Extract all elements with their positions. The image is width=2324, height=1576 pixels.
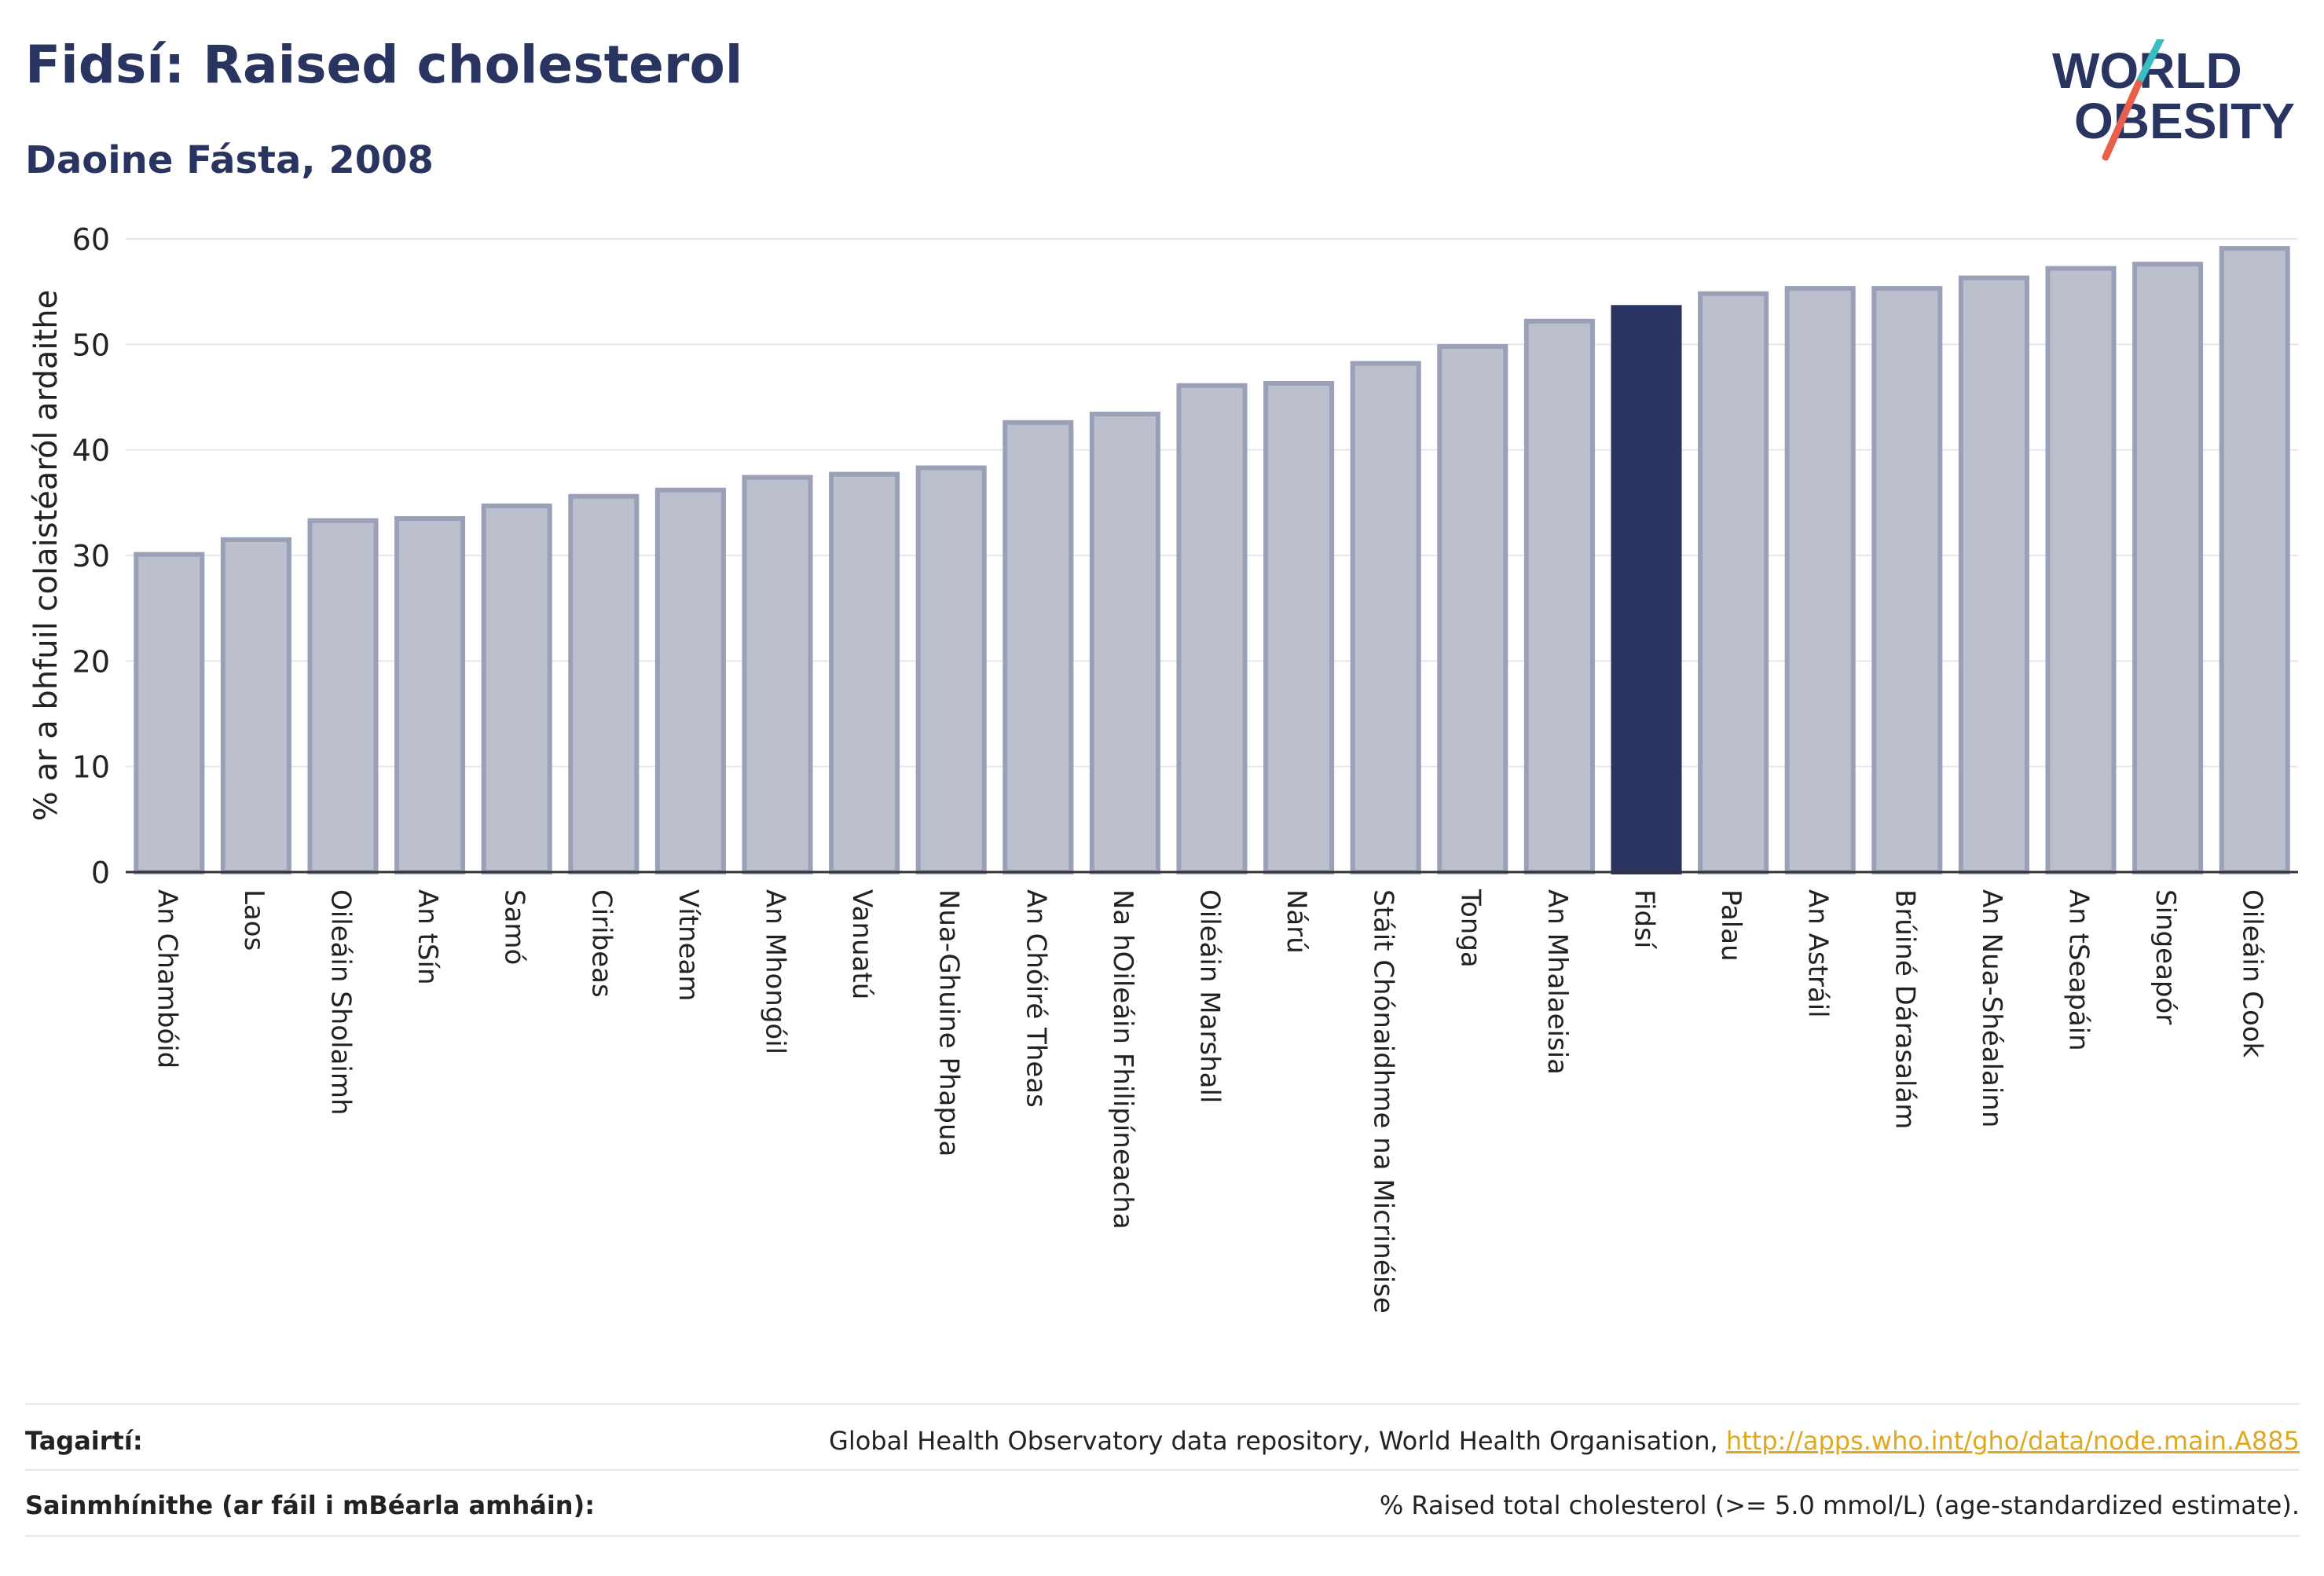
bar xyxy=(394,515,466,874)
references-label: Tagairtí: xyxy=(25,1426,143,1456)
x-tick-label: Brúiné Dárasalám xyxy=(1889,889,1920,1129)
references-link[interactable]: http://apps.who.int/gho/data/node.main.A… xyxy=(1725,1426,2300,1456)
x-tick-label: An Chambóid xyxy=(151,889,182,1068)
bar xyxy=(1523,318,1595,874)
y-tick-label: 40 xyxy=(72,434,110,468)
page-subtitle: Daoine Fásta, 2008 xyxy=(25,138,434,182)
divider xyxy=(25,1403,2300,1405)
x-tick-label: An tSeapáin xyxy=(2063,889,2095,1051)
divider xyxy=(25,1535,2300,1537)
x-tick-label: Stáit Chónaidhme na Micrinéise xyxy=(1368,889,1399,1314)
x-tick-label: Vítneam xyxy=(673,889,704,1001)
bars xyxy=(134,246,2290,875)
x-tick-label: An Mhongóil xyxy=(760,889,791,1054)
bar xyxy=(220,537,291,874)
x-tick-label: Samó xyxy=(499,889,530,965)
x-tick-label: Singeapór xyxy=(2150,889,2181,1024)
y-axis-label: % ar a bhfuil colaistéaról ardaithe xyxy=(28,290,64,821)
divider xyxy=(25,1469,2300,1471)
y-tick-label: 50 xyxy=(72,328,110,362)
x-tick-label: Tonga xyxy=(1454,889,1486,968)
bar xyxy=(1263,381,1335,874)
bar xyxy=(1958,275,2029,875)
bar xyxy=(568,493,640,874)
bar xyxy=(1089,411,1160,874)
references-value: Global Health Observatory data repositor… xyxy=(829,1426,2300,1456)
logo-slash-coral xyxy=(2102,79,2143,161)
x-tick-label: Ciribeas xyxy=(585,889,617,998)
x-tick-label: Vanuatú xyxy=(846,889,878,999)
bar xyxy=(1437,344,1508,874)
x-tick-label: An Astráil xyxy=(1802,889,1834,1018)
y-tick-label: 10 xyxy=(72,750,110,785)
x-tick-label: Nárú xyxy=(1281,889,1312,954)
y-tick-label: 20 xyxy=(72,644,110,679)
y-tick-label: 30 xyxy=(72,539,110,574)
bar xyxy=(1871,286,1943,874)
x-tick-label: Oileáin Marshall xyxy=(1194,889,1226,1103)
bar xyxy=(1003,420,1074,874)
bar xyxy=(2219,246,2290,874)
x-tick-label: An Nua-Shéalainn xyxy=(1976,889,2007,1127)
bar xyxy=(1176,383,1248,874)
bar xyxy=(481,503,552,874)
y-axis-ticks: 0 10 20 30 40 50 60 xyxy=(72,222,110,890)
x-tick-label: Oileáin Cook xyxy=(2237,889,2268,1058)
x-tick-label: Fidsí xyxy=(1629,889,1660,950)
bar xyxy=(829,471,900,875)
x-tick-label: An Mhalaeisia xyxy=(1541,889,1573,1075)
x-tick-label: Na hOileáin Fhilipíneacha xyxy=(1107,889,1138,1230)
definitions-row: Sainmhínithe (ar fáil i mBéarla amháin):… xyxy=(25,1474,2300,1537)
references-row: Tagairtí: Global Health Observatory data… xyxy=(25,1409,2300,1472)
references-text: Global Health Observatory data repositor… xyxy=(829,1426,1726,1456)
logo-slash-teal xyxy=(2135,39,2165,87)
definitions-text: % Raised total cholesterol (>= 5.0 mmol/… xyxy=(1379,1490,2300,1520)
x-tick-label: An Chóiré Theas xyxy=(1020,889,1051,1108)
page-title: Fidsí: Raised cholesterol xyxy=(25,35,743,95)
bar xyxy=(1784,286,1856,874)
bar-chart: 0 10 20 30 40 50 60 An Chambóid Laos Oileáin Sho… xyxy=(28,222,2298,1314)
x-tick-label: Laos xyxy=(238,889,269,951)
bar xyxy=(742,475,813,874)
x-axis-ticks: An Chambóid Laos Oileáin Sholaimh An tSín Sa… xyxy=(151,889,2267,1314)
x-tick-label: Palau xyxy=(1715,889,1747,962)
bar xyxy=(1611,305,1682,875)
x-tick-label: Nua-Ghuine Phapua xyxy=(933,889,965,1156)
x-tick-label: An tSín xyxy=(412,889,443,985)
bar xyxy=(1698,291,1769,874)
y-tick-label: 60 xyxy=(72,222,110,257)
bar xyxy=(307,518,379,874)
y-tick-label: 0 xyxy=(91,856,110,890)
bar xyxy=(2132,262,2204,874)
bar xyxy=(134,552,205,874)
bar xyxy=(1350,361,1421,875)
x-tick-label: Oileáin Sholaimh xyxy=(325,889,357,1116)
bar xyxy=(2045,266,2117,874)
definitions-label: Sainmhínithe (ar fáil i mBéarla amháin): xyxy=(25,1490,595,1520)
world-obesity-logo: WORLD OBESITY xyxy=(2052,39,2295,161)
bar xyxy=(915,465,987,874)
bar xyxy=(654,487,726,874)
